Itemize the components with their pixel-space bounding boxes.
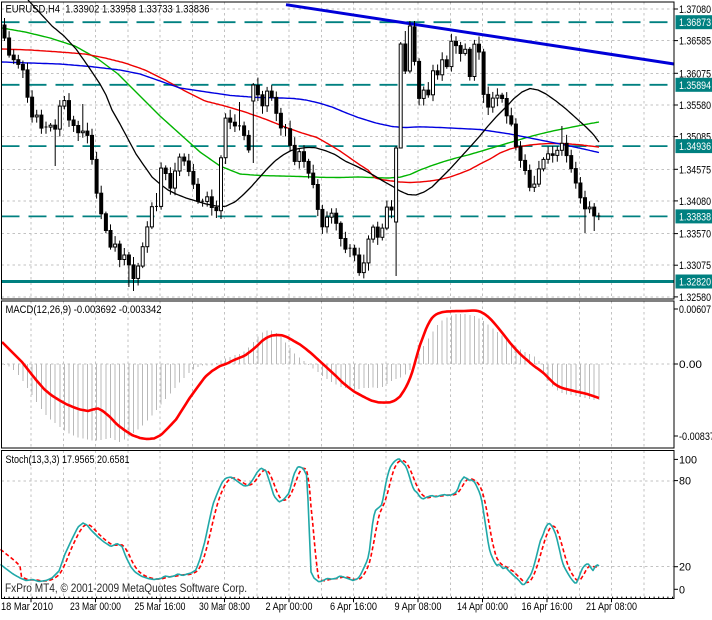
svg-text:1.34936: 1.34936 bbox=[679, 141, 711, 153]
svg-text:1.35580: 1.35580 bbox=[679, 100, 711, 112]
svg-text:2 Apr 00:00: 2 Apr 00:00 bbox=[266, 601, 313, 613]
svg-text:9 Apr 08:00: 9 Apr 08:00 bbox=[395, 601, 442, 613]
svg-text:1.35894: 1.35894 bbox=[679, 80, 711, 92]
svg-text:6 Apr 16:00: 6 Apr 16:00 bbox=[330, 601, 377, 613]
svg-text:20: 20 bbox=[679, 562, 691, 574]
svg-text:25 Mar 16:00: 25 Mar 16:00 bbox=[135, 601, 186, 613]
svg-text:1.36873: 1.36873 bbox=[679, 17, 711, 29]
svg-text:1.34575: 1.34575 bbox=[679, 164, 711, 176]
svg-text:21 Apr 08:00: 21 Apr 08:00 bbox=[586, 601, 637, 613]
svg-text:1.33570: 1.33570 bbox=[679, 229, 711, 241]
svg-text:1.33075: 1.33075 bbox=[679, 260, 711, 272]
svg-text:EURUSD,H4 1.33902 1.33958 1.3: EURUSD,H4 1.33902 1.33958 1.33733 1.3383… bbox=[6, 4, 210, 16]
svg-text:18 Mar 2010: 18 Mar 2010 bbox=[1, 601, 53, 613]
svg-text:FxPro MT4, © 2001-2009 MetaQuo: FxPro MT4, © 2001-2009 MetaQuotes Softwa… bbox=[5, 581, 247, 595]
svg-text:1.32580: 1.32580 bbox=[679, 292, 711, 304]
svg-text:1.37080: 1.37080 bbox=[679, 4, 711, 16]
svg-text:1.34080: 1.34080 bbox=[679, 196, 711, 208]
svg-text:Stoch(13,3,3) 17.9565 20.6581: Stoch(13,3,3) 17.9565 20.6581 bbox=[6, 454, 130, 466]
svg-text:1.36585: 1.36585 bbox=[679, 36, 711, 48]
svg-text:0.00607: 0.00607 bbox=[679, 304, 711, 316]
svg-text:100: 100 bbox=[679, 454, 697, 466]
svg-text:1.32820: 1.32820 bbox=[679, 277, 711, 289]
svg-text:80: 80 bbox=[679, 476, 691, 488]
svg-text:0: 0 bbox=[679, 584, 685, 596]
svg-text:16 Apr 16:00: 16 Apr 16:00 bbox=[522, 601, 573, 613]
svg-text:1.33838: 1.33838 bbox=[679, 211, 711, 223]
svg-text:-0.00837: -0.00837 bbox=[679, 431, 712, 443]
svg-text:23 Mar 00:00: 23 Mar 00:00 bbox=[70, 601, 121, 613]
svg-text:30 Mar 08:00: 30 Mar 08:00 bbox=[199, 601, 250, 613]
svg-text:0.00: 0.00 bbox=[679, 359, 702, 371]
svg-text:14 Apr 00:00: 14 Apr 00:00 bbox=[457, 601, 508, 613]
svg-text:MACD(12,26,9) -0.003692 -0.003: MACD(12,26,9) -0.003692 -0.003342 bbox=[6, 304, 162, 316]
